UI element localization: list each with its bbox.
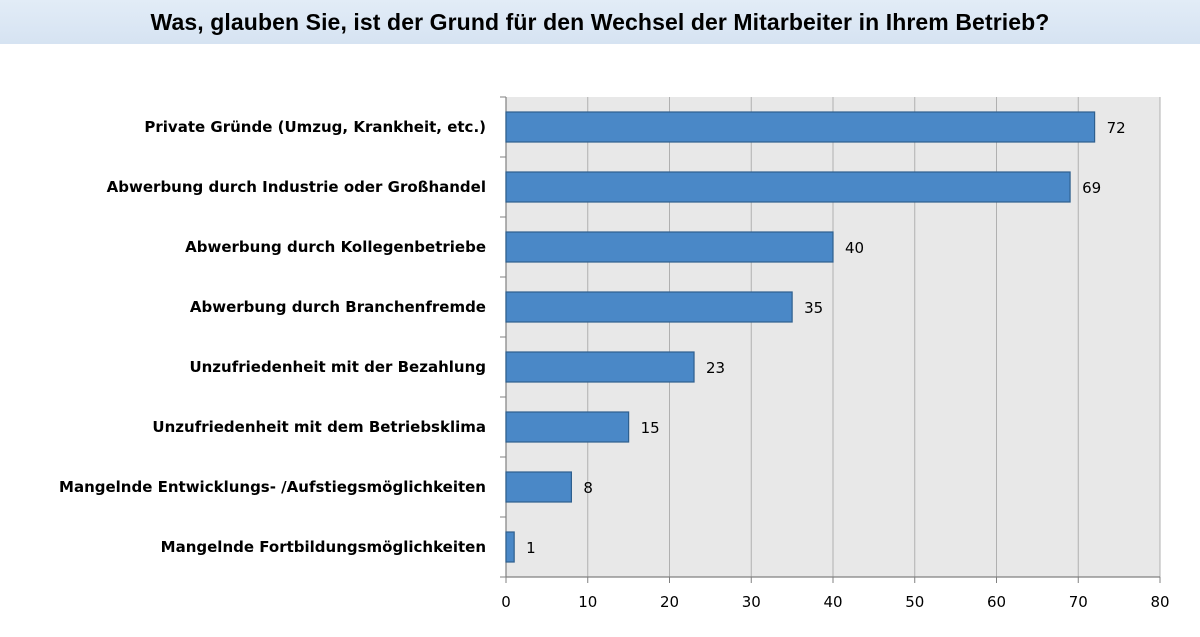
bar — [505, 411, 630, 443]
bar-value-label: 15 — [641, 419, 660, 437]
category-label: Mangelnde Fortbildungsmöglichkeiten — [161, 538, 486, 556]
category-label: Unzufriedenheit mit dem Betriebsklima — [152, 418, 486, 436]
bar-value-label: 40 — [845, 239, 864, 257]
bar-value-label: 69 — [1082, 179, 1101, 197]
chart-title: Was, glauben Sie, ist der Grund für den … — [150, 8, 1050, 35]
bar — [505, 231, 834, 263]
x-tick-label: 40 — [823, 593, 842, 611]
category-label: Private Gründe (Umzug, Krankheit, etc.) — [144, 118, 486, 136]
x-tick-label: 50 — [905, 593, 924, 611]
x-tick-label: 10 — [578, 593, 597, 611]
x-tick-label: 80 — [1150, 593, 1169, 611]
bar-value-label: 1 — [526, 539, 536, 557]
x-tick-label: 20 — [660, 593, 679, 611]
bar-value-label: 8 — [583, 479, 593, 497]
title-bar: Was, glauben Sie, ist der Grund für den … — [0, 0, 1200, 44]
bar — [505, 291, 793, 323]
category-label: Abwerbung durch Kollegenbetriebe — [185, 238, 486, 256]
bar — [505, 471, 573, 503]
category-label: Mangelnde Entwicklungs- /Aufstiegsmöglic… — [59, 478, 486, 496]
category-label: Abwerbung durch Industrie oder Großhande… — [107, 178, 486, 196]
bar — [505, 111, 1096, 143]
bar — [505, 351, 695, 383]
x-tick-label: 0 — [501, 593, 511, 611]
x-tick-label: 30 — [742, 593, 761, 611]
bar — [505, 171, 1071, 203]
bar-value-label: 72 — [1107, 119, 1126, 137]
category-label: Unzufriedenheit mit der Bezahlung — [189, 358, 486, 376]
x-tick-label: 70 — [1069, 593, 1088, 611]
bar-value-label: 23 — [706, 359, 725, 377]
category-label: Abwerbung durch Branchenfremde — [190, 298, 486, 316]
bar — [505, 531, 515, 563]
x-tick-label: 60 — [987, 593, 1006, 611]
bar-value-label: 35 — [804, 299, 823, 317]
